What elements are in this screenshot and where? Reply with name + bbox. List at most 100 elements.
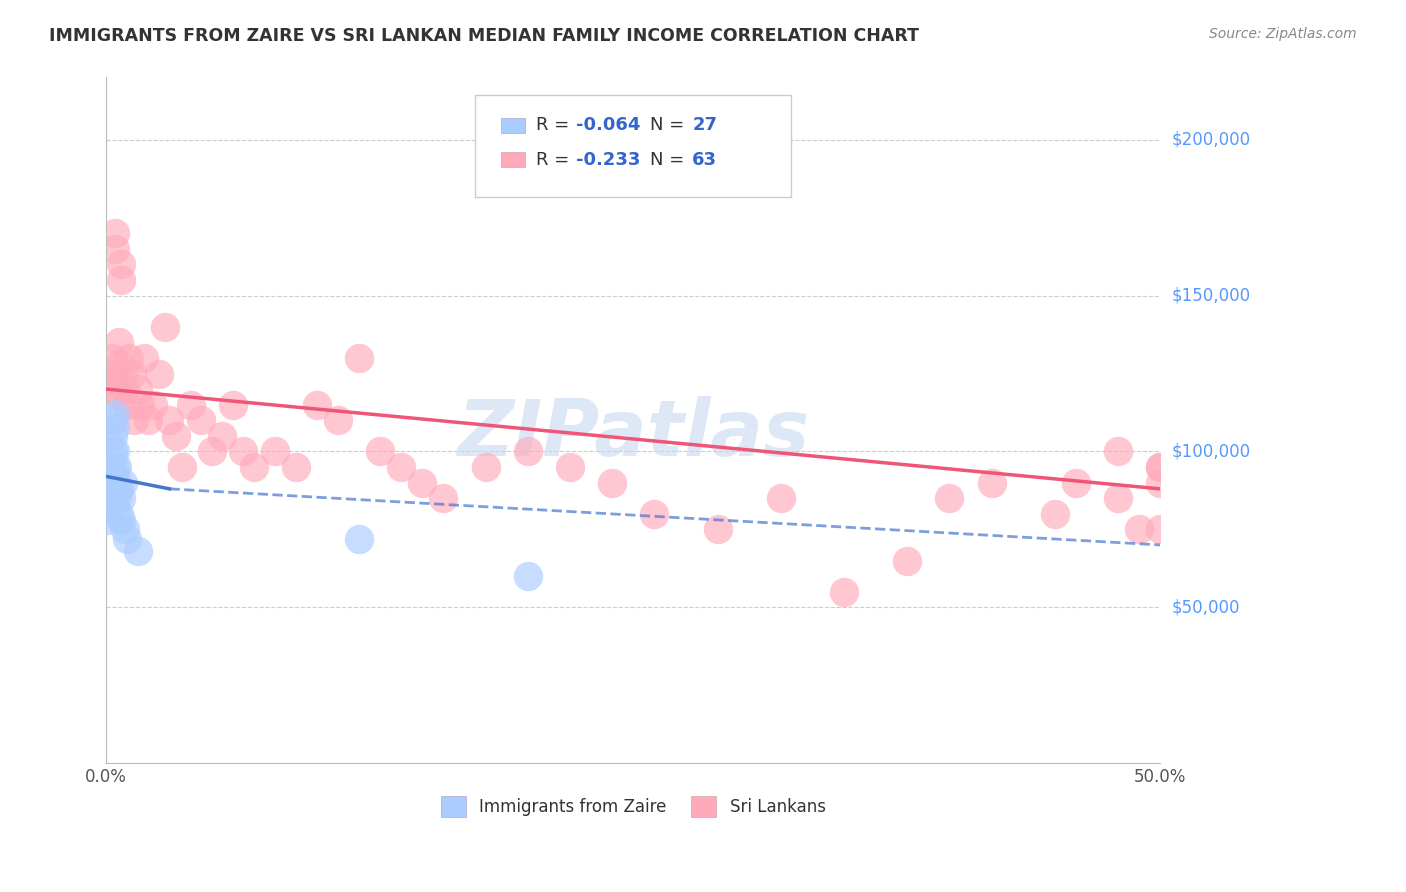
Point bbox=[1043, 507, 1066, 521]
Point bbox=[148, 367, 170, 381]
Point bbox=[114, 522, 136, 536]
Text: 63: 63 bbox=[692, 151, 717, 169]
Point bbox=[155, 319, 177, 334]
Point bbox=[104, 460, 127, 475]
Point bbox=[516, 569, 538, 583]
Point bbox=[600, 475, 623, 490]
Point bbox=[122, 413, 145, 427]
Point bbox=[190, 413, 212, 427]
Text: $100,000: $100,000 bbox=[1171, 442, 1250, 460]
Point bbox=[326, 413, 349, 427]
Point bbox=[110, 257, 132, 271]
Point bbox=[101, 413, 124, 427]
Point bbox=[1149, 460, 1171, 475]
Point bbox=[117, 398, 139, 412]
Point bbox=[121, 367, 143, 381]
Point bbox=[201, 444, 224, 458]
Point bbox=[222, 398, 245, 412]
Point bbox=[159, 413, 181, 427]
Point bbox=[105, 388, 128, 402]
Point bbox=[165, 429, 187, 443]
FancyBboxPatch shape bbox=[502, 118, 524, 133]
Point bbox=[108, 507, 131, 521]
Point bbox=[558, 460, 581, 475]
Point bbox=[1128, 522, 1150, 536]
Point bbox=[101, 482, 124, 496]
Point bbox=[1149, 475, 1171, 490]
Point bbox=[100, 382, 122, 396]
Point bbox=[138, 413, 160, 427]
Point bbox=[1064, 475, 1087, 490]
Point bbox=[284, 460, 307, 475]
Point bbox=[100, 460, 122, 475]
Point bbox=[142, 398, 165, 412]
Point bbox=[1149, 522, 1171, 536]
Point bbox=[180, 398, 202, 412]
Text: N =: N = bbox=[650, 151, 690, 169]
Point bbox=[411, 475, 433, 490]
Point bbox=[105, 491, 128, 506]
Point bbox=[1107, 444, 1129, 458]
Point bbox=[108, 482, 131, 496]
Point bbox=[104, 407, 127, 421]
Point bbox=[97, 500, 120, 515]
Point bbox=[105, 475, 128, 490]
Point bbox=[706, 522, 728, 536]
Point bbox=[127, 544, 149, 558]
Text: -0.233: -0.233 bbox=[576, 151, 641, 169]
FancyBboxPatch shape bbox=[475, 95, 792, 197]
Point bbox=[100, 491, 122, 506]
Text: N =: N = bbox=[650, 117, 690, 135]
Point bbox=[243, 460, 266, 475]
Point bbox=[101, 429, 124, 443]
Text: ZIPatlas: ZIPatlas bbox=[457, 396, 810, 472]
Point bbox=[97, 513, 120, 527]
Point bbox=[114, 382, 136, 396]
Point bbox=[104, 444, 127, 458]
Point bbox=[108, 335, 131, 350]
Point bbox=[112, 475, 135, 490]
Text: IMMIGRANTS FROM ZAIRE VS SRI LANKAN MEDIAN FAMILY INCOME CORRELATION CHART: IMMIGRANTS FROM ZAIRE VS SRI LANKAN MEDI… bbox=[49, 27, 920, 45]
Point bbox=[432, 491, 454, 506]
Point bbox=[104, 227, 127, 241]
Point bbox=[117, 532, 139, 546]
Point bbox=[474, 460, 496, 475]
Point bbox=[108, 357, 131, 371]
Point bbox=[368, 444, 391, 458]
Point bbox=[118, 351, 141, 365]
Point bbox=[769, 491, 792, 506]
Point bbox=[104, 242, 127, 256]
Point bbox=[263, 444, 285, 458]
Point bbox=[938, 491, 960, 506]
Point bbox=[110, 491, 132, 506]
Legend: Immigrants from Zaire, Sri Lankans: Immigrants from Zaire, Sri Lankans bbox=[434, 789, 832, 823]
Point bbox=[832, 584, 855, 599]
Point bbox=[110, 513, 132, 527]
Text: R =: R = bbox=[536, 151, 575, 169]
Point bbox=[347, 351, 370, 365]
Text: 27: 27 bbox=[692, 117, 717, 135]
Point bbox=[112, 367, 135, 381]
Text: -0.064: -0.064 bbox=[576, 117, 641, 135]
Point bbox=[101, 444, 124, 458]
Point bbox=[110, 273, 132, 287]
Text: $150,000: $150,000 bbox=[1171, 286, 1250, 304]
Point bbox=[100, 475, 122, 490]
Point bbox=[347, 532, 370, 546]
Point bbox=[643, 507, 665, 521]
Point bbox=[104, 419, 127, 434]
Point bbox=[105, 376, 128, 390]
Point bbox=[101, 469, 124, 483]
FancyBboxPatch shape bbox=[502, 153, 524, 168]
Point bbox=[101, 351, 124, 365]
Point bbox=[101, 367, 124, 381]
Text: Source: ZipAtlas.com: Source: ZipAtlas.com bbox=[1209, 27, 1357, 41]
Point bbox=[211, 429, 233, 443]
Point bbox=[305, 398, 328, 412]
Point bbox=[896, 553, 918, 567]
Text: $50,000: $50,000 bbox=[1171, 599, 1240, 616]
Point bbox=[134, 351, 156, 365]
Point bbox=[516, 444, 538, 458]
Point bbox=[129, 398, 152, 412]
Point bbox=[980, 475, 1002, 490]
